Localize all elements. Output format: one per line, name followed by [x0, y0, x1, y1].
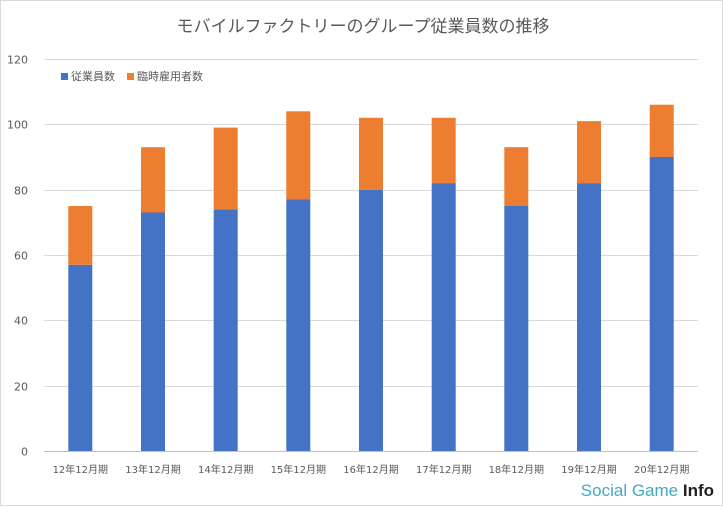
bar-segment-employees-4 — [286, 199, 311, 451]
bar-segment-employees-7 — [504, 206, 529, 451]
legend-label-2: 臨時雇用者数 — [137, 69, 203, 83]
x-tick-label: 20年12月期 — [634, 463, 689, 476]
bar-segment-temporary-5 — [359, 117, 383, 190]
x-tick-label: 12年12月期 — [53, 463, 108, 476]
x-axis-ticks: 12年12月期 13年12月期 14年12月期 15年12月期 16年12月期 17年12… — [53, 463, 690, 476]
bar-segment-temporary-3 — [213, 127, 238, 210]
bar-segment-temporary-7 — [504, 147, 529, 206]
watermark-accent: Info — [682, 481, 714, 500]
bar-segment-employees-9 — [649, 157, 674, 451]
bar-segment-employees-1 — [68, 264, 93, 451]
y-tick-label: 20 — [14, 381, 28, 394]
bar-segment-temporary-6 — [431, 117, 456, 184]
bar-segment-temporary-4 — [286, 111, 311, 200]
bars — [68, 104, 674, 451]
x-tick-label: 19年12月期 — [561, 463, 616, 476]
watermark-logo: Social Game Info — [581, 481, 714, 501]
legend: 従業員数 臨時雇用者数 — [61, 69, 203, 83]
legend-swatch-1 — [61, 73, 68, 80]
watermark-main: Social Game — [580, 481, 683, 500]
x-tick-label: 13年12月期 — [125, 463, 180, 476]
y-axis-ticks: 0 20 40 60 80 100 120 — [7, 54, 28, 459]
legend-label-1: 従業員数 — [71, 70, 115, 83]
bar-segment-temporary-8 — [577, 121, 601, 184]
bar-segment-temporary-9 — [649, 104, 674, 157]
legend-swatch-2 — [127, 73, 134, 80]
y-tick-label: 0 — [21, 446, 28, 459]
y-tick-label: 100 — [7, 119, 28, 132]
x-tick-label: 15年12月期 — [271, 463, 326, 476]
y-tick-label: 40 — [14, 315, 28, 328]
x-tick-label: 18年12月期 — [489, 463, 544, 476]
y-tick-label: 60 — [14, 250, 28, 263]
chart-title: モバイルファクトリーのグループ従業員数の推移 — [177, 17, 550, 37]
y-tick-label: 120 — [7, 54, 28, 67]
bar-segment-employees-6 — [431, 183, 456, 451]
y-tick-label: 80 — [14, 185, 28, 198]
bar-segment-employees-2 — [141, 212, 165, 451]
bar-segment-employees-8 — [577, 183, 601, 451]
x-tick-label: 16年12月期 — [343, 463, 398, 476]
x-tick-label: 14年12月期 — [198, 463, 253, 476]
bar-segment-employees-3 — [213, 209, 238, 451]
bar-segment-temporary-2 — [141, 147, 165, 213]
bar-segment-employees-5 — [359, 189, 383, 451]
bar-segment-temporary-1 — [68, 206, 93, 265]
x-tick-label: 17年12月期 — [416, 463, 471, 476]
